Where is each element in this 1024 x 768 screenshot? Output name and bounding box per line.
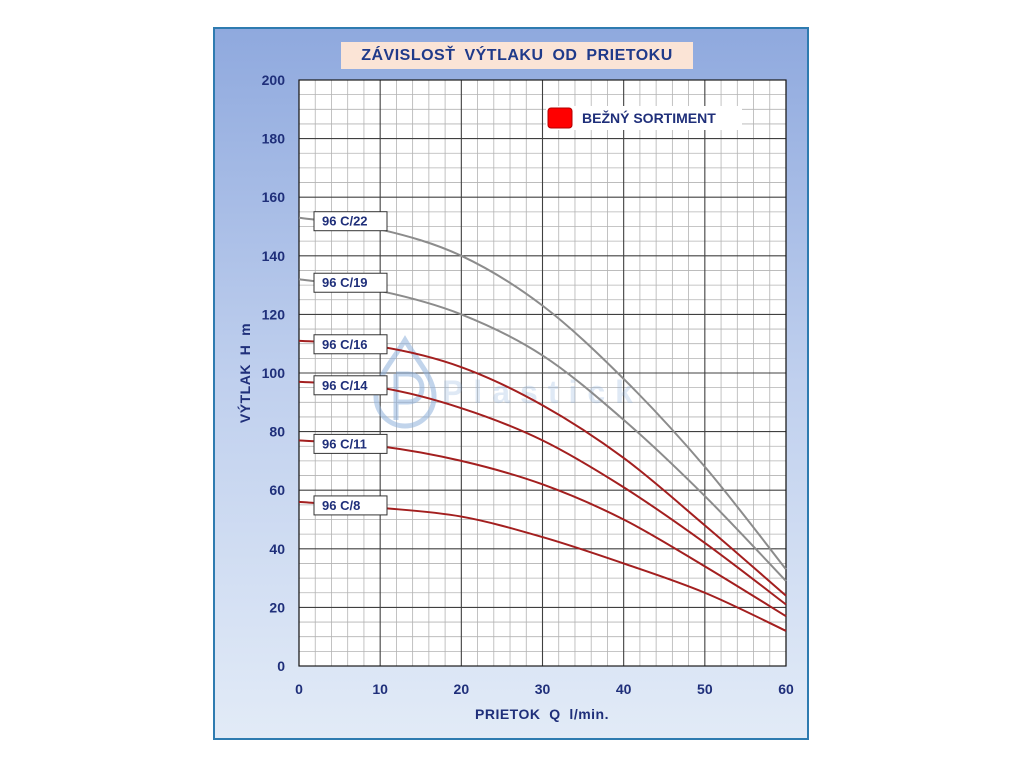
plot-border xyxy=(298,79,787,667)
legend-box xyxy=(546,106,742,130)
x-tick-label: 10 xyxy=(372,681,388,697)
y-tick-label: 0 xyxy=(277,658,285,674)
x-tick-label: 50 xyxy=(697,681,713,697)
y-tick-label: 40 xyxy=(269,541,285,557)
y-tick-label: 60 xyxy=(269,482,285,498)
y-tick-label: 180 xyxy=(262,131,286,147)
y-axis-title: VÝTLAK H m xyxy=(236,323,253,423)
y-tick-label: 200 xyxy=(262,72,286,88)
y-tick-label: 80 xyxy=(269,424,285,440)
y-tick-label: 20 xyxy=(269,599,285,615)
watermark-text: Plastick xyxy=(442,374,643,410)
x-tick-label: 20 xyxy=(454,681,470,697)
series-label-box xyxy=(313,433,388,454)
series-label: 96 C/22 xyxy=(322,214,368,229)
series-label: 96 C/19 xyxy=(322,275,368,290)
y-tick-labels: 0 20 40 60 80 100 120 140 160 180 200 xyxy=(262,72,286,674)
y-tick-label: 160 xyxy=(262,189,286,205)
series-label-box xyxy=(313,375,388,396)
x-tick-label: 0 xyxy=(295,681,303,697)
x-axis-title: PRIETOK Q l/min. xyxy=(475,706,609,722)
legend-label: BEŽNÝ SORTIMENT xyxy=(582,109,716,126)
chart-title: ZÁVISLOSŤ VÝTLAKU OD PRIETOKU xyxy=(341,42,693,69)
series-label-box xyxy=(313,334,388,355)
series-label-box xyxy=(313,495,388,516)
y-tick-label: 100 xyxy=(262,365,286,381)
x-tick-label: 30 xyxy=(535,681,551,697)
legend-swatch xyxy=(547,107,573,129)
x-tick-label: 60 xyxy=(778,681,794,697)
y-tick-label: 140 xyxy=(262,248,286,264)
x-tick-labels: 0 10 20 30 40 50 60 xyxy=(295,681,794,697)
series-label: 96 C/14 xyxy=(322,378,368,393)
series-label: 96 C/11 xyxy=(322,436,367,451)
legend: BEŽNÝ SORTIMENT xyxy=(546,106,742,130)
series-label: 96 C/16 xyxy=(322,337,368,352)
x-tick-label: 40 xyxy=(616,681,632,697)
series-labels: 96 C/22 96 C/19 96 C/16 96 C/14 96 C/11 96 C/… xyxy=(313,211,388,516)
y-tick-label: 120 xyxy=(262,306,286,322)
series-label-box xyxy=(313,272,388,293)
series-label: 96 C/8 xyxy=(322,498,360,513)
series-label-box xyxy=(313,211,388,232)
